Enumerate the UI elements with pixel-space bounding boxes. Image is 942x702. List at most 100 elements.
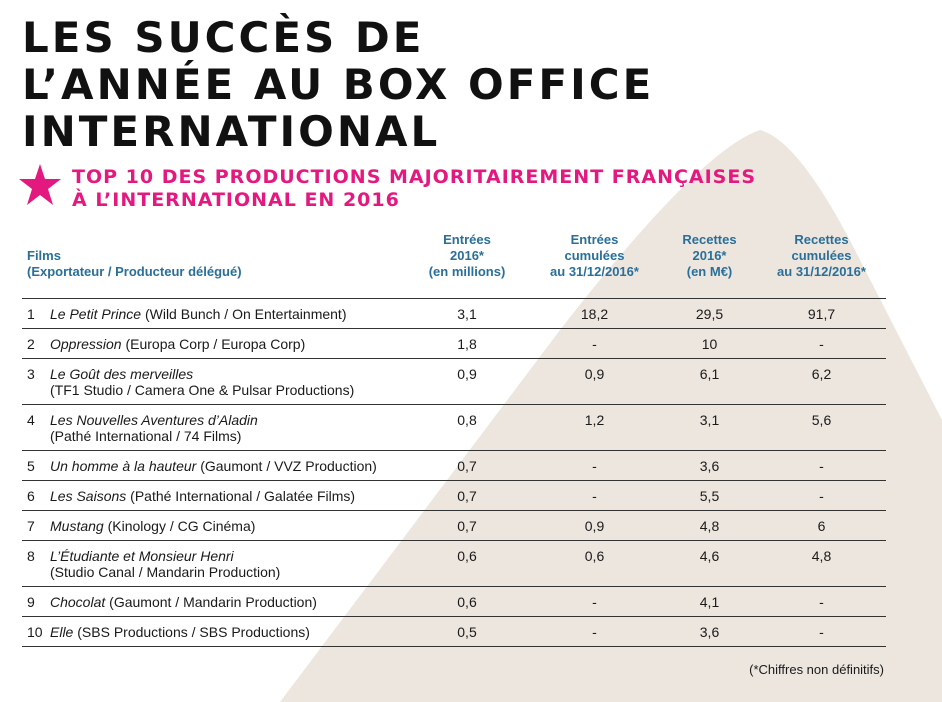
film-title: Elle (50, 624, 74, 640)
header-line: (en millions) (428, 264, 506, 279)
film-title: Les Saisons (50, 488, 127, 504)
table-row: 4 Les Nouvelles Aventures d’Aladin (Pathé … (22, 404, 886, 451)
star-icon (19, 164, 61, 205)
film-cell: 8 L’Étudiante et Monsieur Henri (Studio Ca… (22, 540, 407, 587)
value-cell: 5,6 (757, 404, 886, 451)
table-row: 8 L’Étudiante et Monsieur Henri (Studio Ca… (22, 540, 886, 587)
title-line: L’ANNÉE AU BOX OFFICE (22, 60, 655, 109)
value-cell: 0,7 (407, 480, 527, 511)
rank: 6 (27, 488, 35, 504)
value-cell: - (757, 480, 886, 511)
rank: 8 (27, 548, 35, 564)
value-cell: - (757, 328, 886, 359)
header-line: au 31/12/2016* (550, 264, 639, 279)
credits: (Wild Bunch / On Entertainment) (144, 306, 347, 322)
value-cell: 0,7 (407, 510, 527, 541)
value-cell: 4,1 (662, 586, 757, 617)
value-cell: 4,8 (662, 510, 757, 541)
value-cell: 3,1 (662, 404, 757, 451)
value-cell: 0,9 (527, 510, 662, 541)
value-cell: - (527, 450, 662, 481)
rank: 1 (27, 306, 35, 322)
value-cell: 0,5 (407, 616, 527, 647)
header-line: Recettes (682, 232, 737, 247)
column-header: Films (Exportateur / Producteur délégué) (22, 232, 407, 299)
table-row: 7 Mustang (Kinology / CG Cinéma) 0,7 0,9 4,8… (22, 510, 886, 541)
credits: (Studio Canal / Mandarin Production) (50, 564, 281, 580)
table-row: 2 Oppression (Europa Corp / Europa Corp) 1… (22, 328, 886, 359)
table-row: 3 Le Goût des merveilles (TF1 Studio / Cam… (22, 358, 886, 405)
credits: (Pathé International / 74 Films) (50, 428, 242, 444)
subtitle-line: À L’INTERNATIONAL EN 2016 (72, 189, 400, 211)
value-cell: 0,8 (407, 404, 527, 451)
credits: (TF1 Studio / Camera One & Pulsar Produc… (50, 382, 355, 398)
rank: 3 (27, 366, 35, 382)
value-cell: 4,8 (757, 540, 886, 587)
value-cell: 1,8 (407, 328, 527, 359)
film-title: Mustang (50, 518, 104, 534)
title-line: LES SUCCÈS DE (22, 13, 425, 62)
film-title: Les Nouvelles Aventures d’Aladin (50, 412, 258, 428)
rank: 4 (27, 412, 35, 428)
subtitle: TOP 10 DES PRODUCTIONS MAJORITAIREMENT F… (72, 166, 756, 212)
footnote: (*Chiffres non définitifs) (749, 662, 884, 677)
value-cell: - (757, 586, 886, 617)
title: LES SUCCÈS DE L’ANNÉE AU BOX OFFICE INTE… (22, 14, 654, 155)
table-row: 1 Le Petit Prince (Wild Bunch / On Entert… (22, 298, 886, 329)
column-header: Recettes 2016* (en M€) (662, 232, 757, 299)
film-cell: 3 Le Goût des merveilles (TF1 Studio / Cam… (22, 358, 407, 405)
value-cell: 3,1 (407, 298, 527, 329)
header-line: (Exportateur / Producteur délégué) (27, 264, 242, 279)
film-title: Un homme à la hauteur (50, 458, 197, 474)
title-line: INTERNATIONAL (22, 107, 441, 156)
credits: (SBS Productions / SBS Productions) (77, 624, 310, 640)
value-cell: 0,6 (527, 540, 662, 587)
credits: (Gaumont / Mandarin Production) (109, 594, 317, 610)
value-cell: 6,1 (662, 358, 757, 405)
value-cell: 10 (662, 328, 757, 359)
value-cell: 3,6 (662, 450, 757, 481)
film-title: L’Étudiante et Monsieur Henri (50, 548, 234, 564)
header-line: (en M€) (686, 264, 733, 279)
rank: 7 (27, 518, 35, 534)
value-cell: 29,5 (662, 298, 757, 329)
credits: (Gaumont / VVZ Production) (200, 458, 377, 474)
value-cell: - (527, 328, 662, 359)
box-office-table: Films (Exportateur / Producteur délégué) E… (22, 232, 886, 647)
column-header: Recettes cumulées au 31/12/2016* (757, 232, 886, 299)
value-cell: 5,5 (662, 480, 757, 511)
value-cell: 91,7 (757, 298, 886, 329)
film-cell: 9 Chocolat (Gaumont / Mandarin Production… (22, 586, 407, 617)
table-row: 6 Les Saisons (Pathé International / Gala… (22, 480, 886, 511)
rank: 5 (27, 458, 35, 474)
value-cell: 1,2 (527, 404, 662, 451)
value-cell: 3,6 (662, 616, 757, 647)
value-cell: - (527, 616, 662, 647)
film-title: Chocolat (50, 594, 106, 610)
header-line: Entrées (570, 232, 619, 247)
table-row: 10 Elle (SBS Productions / SBS Production… (22, 616, 886, 647)
credits: (Kinology / CG Cinéma) (107, 518, 256, 534)
value-cell: 0,7 (407, 450, 527, 481)
film-cell: 2 Oppression (Europa Corp / Europa Corp) (22, 328, 407, 359)
value-cell: - (757, 616, 886, 647)
value-cell: 0,6 (407, 540, 527, 587)
header-line: au 31/12/2016* (777, 264, 866, 279)
value-cell: 6,2 (757, 358, 886, 405)
film-cell: 4 Les Nouvelles Aventures d’Aladin (Pathé … (22, 404, 407, 451)
header-line: Entrées (443, 232, 491, 247)
value-cell: 0,6 (407, 586, 527, 617)
film-cell: 6 Les Saisons (Pathé International / Gala… (22, 480, 407, 511)
value-cell: - (757, 450, 886, 481)
credits: (Europa Corp / Europa Corp) (125, 336, 306, 352)
column-header: Entrées cumulées au 31/12/2016* (527, 232, 662, 299)
film-cell: 10 Elle (SBS Productions / SBS Production… (22, 616, 407, 647)
subtitle-line: TOP 10 DES PRODUCTIONS MAJORITAIREMENT F… (72, 166, 757, 188)
film-title: Le Goût des merveilles (50, 366, 194, 382)
rank: 9 (27, 594, 35, 610)
value-cell: - (527, 480, 662, 511)
rank: 2 (27, 336, 35, 352)
header-line: cumulées (791, 248, 852, 263)
value-cell: - (527, 586, 662, 617)
